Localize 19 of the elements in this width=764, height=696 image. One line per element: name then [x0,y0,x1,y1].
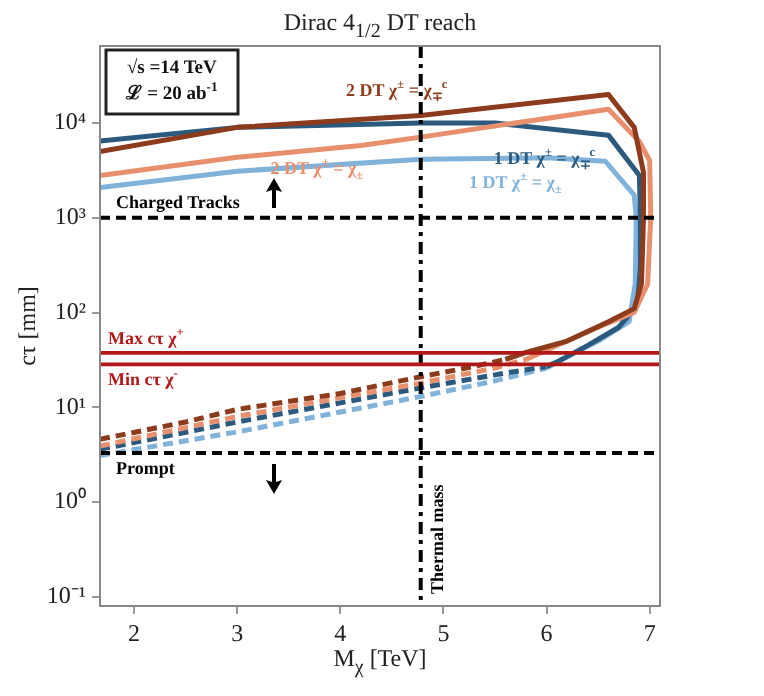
chart-title: Dirac 4$_{1/2}$ DT reach [281,8,479,43]
y-tick-label: 10¹ [54,391,87,420]
ref-line-label: Prompt [116,457,175,478]
y-tick-label: 10² [54,296,87,325]
x-axis-title: M$_{χ}$ [TeV] [331,644,429,679]
ref-line-label: Thermal mass [427,483,448,594]
x-tick-label: 4 [334,618,347,647]
annotation: √s =14 TeV [126,56,218,79]
x-tick-label: 5 [437,618,450,647]
x-tick-label: 3 [231,618,244,647]
y-tick-label: 10³ [54,202,87,231]
y-tick-label: 10⁰ [54,486,86,515]
x-tick-label: 6 [540,618,553,647]
x-tick-label: 2 [128,618,141,647]
x-tick-label: 7 [643,618,656,647]
y-tick-label: 10⁻¹ [46,581,87,610]
ref-line-label: Charged Tracks [116,192,241,213]
y-axis-title: cτ [mm] [13,286,43,366]
y-tick-label: 10⁴ [53,107,86,136]
